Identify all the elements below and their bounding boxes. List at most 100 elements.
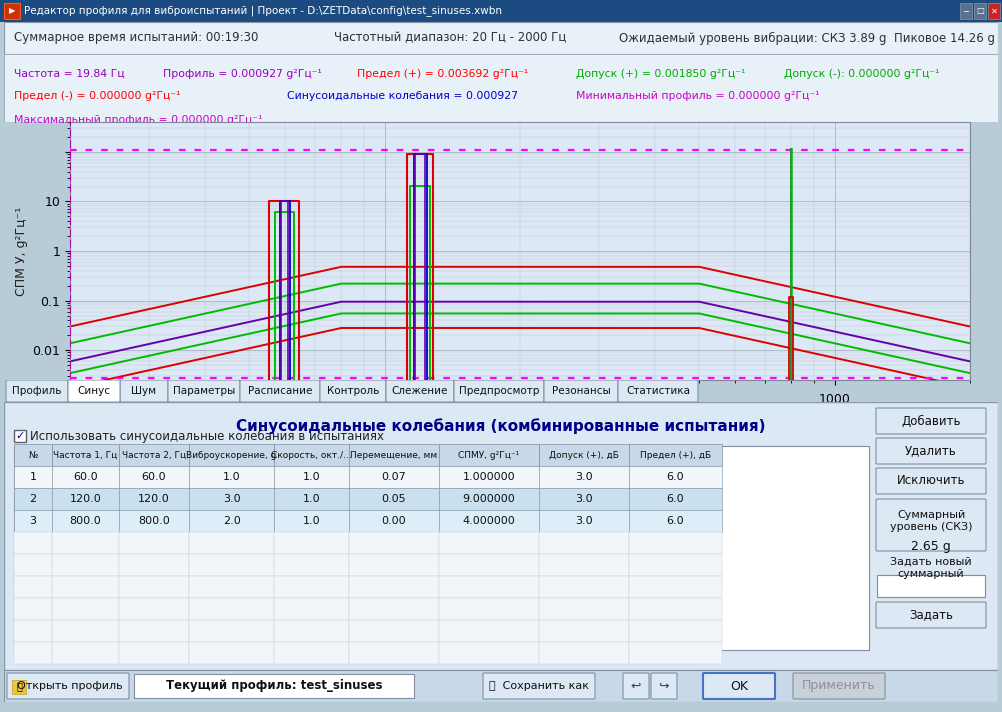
Text: Открыть профиль: Открыть профиль (17, 681, 123, 691)
Bar (119, 510, 189, 532)
Text: Минимальный профиль = 0.000000 g²Гц⁻¹: Минимальный профиль = 0.000000 g²Гц⁻¹ (575, 91, 819, 101)
Bar (439, 642, 539, 664)
X-axis label: Частота, Гц: Частота, Гц (477, 404, 563, 418)
Bar (349, 444, 439, 466)
Bar (274, 642, 349, 664)
Bar (539, 576, 629, 598)
Bar (349, 532, 439, 554)
Text: 100: 100 (373, 392, 397, 406)
Bar (119, 532, 189, 554)
Bar (877, 575, 985, 597)
Text: OK: OK (730, 679, 748, 693)
Bar (274, 620, 349, 642)
Bar (439, 598, 539, 620)
Text: □: □ (976, 6, 984, 16)
Bar (134, 674, 414, 698)
Bar (14, 620, 52, 642)
Text: Предел (+), дБ: Предел (+), дБ (640, 451, 711, 459)
Bar (629, 510, 722, 532)
Text: ↪: ↪ (658, 679, 669, 693)
Bar (629, 598, 722, 620)
Text: 3.0: 3.0 (575, 494, 593, 504)
Text: 800.0: 800.0 (138, 516, 170, 526)
Bar (119, 576, 189, 598)
Text: Параметры: Параметры (173, 386, 235, 396)
FancyBboxPatch shape (68, 380, 120, 402)
Text: Допуск (+) = 0.001850 g²Гц⁻¹: Допуск (+) = 0.001850 g²Гц⁻¹ (575, 69, 744, 79)
Bar (189, 576, 274, 598)
FancyBboxPatch shape (240, 380, 320, 402)
FancyBboxPatch shape (618, 380, 698, 402)
Bar (189, 598, 274, 620)
Text: Ожидаемый уровень вибрации: СКЗ 3.89 g  Пиковое 14.26 g: Ожидаемый уровень вибрации: СКЗ 3.89 g П… (619, 31, 995, 45)
Text: Статистика: Статистика (626, 386, 690, 396)
Bar (349, 598, 439, 620)
FancyBboxPatch shape (876, 602, 986, 628)
Text: Синусоидальные колебания (комбинированные испытания): Синусоидальные колебания (комбинированны… (236, 418, 766, 434)
Text: Шум: Шум (131, 386, 156, 396)
Bar (988, 3, 1000, 19)
Bar (189, 488, 274, 510)
Bar (539, 510, 629, 532)
Text: 🖫  Сохранить как: 🖫 Сохранить как (489, 681, 589, 691)
Bar (539, 466, 629, 488)
Text: 120.0: 120.0 (69, 494, 101, 504)
Text: Профиль = 0.000927 g²Гц⁻¹: Профиль = 0.000927 g²Гц⁻¹ (163, 69, 322, 79)
Bar (52, 488, 119, 510)
Text: Добавить: Добавить (901, 414, 961, 427)
Text: Слежение: Слежение (392, 386, 448, 396)
Text: Синус: Синус (77, 386, 110, 396)
FancyBboxPatch shape (876, 468, 986, 494)
Text: 1000: 1000 (819, 392, 851, 406)
Text: Предел (-) = 0.000000 g²Гц⁻¹: Предел (-) = 0.000000 g²Гц⁻¹ (14, 91, 180, 101)
FancyBboxPatch shape (876, 408, 986, 434)
Text: ↩: ↩ (630, 679, 641, 693)
Text: 2: 2 (29, 494, 36, 504)
Bar (14, 466, 52, 488)
Bar (439, 466, 539, 488)
Text: Перемещение, мм: Перемещение, мм (351, 451, 438, 459)
Text: Профиль: Профиль (12, 386, 62, 396)
Bar (539, 554, 629, 576)
Bar (14, 642, 52, 664)
Bar (629, 576, 722, 598)
Text: ✓: ✓ (15, 431, 25, 441)
Text: Исключить: Исключить (897, 474, 965, 488)
Text: Редактор профиля для виброиспытаний | Проект - D:\ZETData\config\test_sinuses.xw: Редактор профиля для виброиспытаний | Пр… (24, 6, 502, 16)
Text: ─: ─ (964, 6, 969, 16)
Text: 120.0: 120.0 (138, 494, 170, 504)
Text: Текущий профиль: test_sinuses: Текущий профиль: test_sinuses (165, 679, 382, 693)
Text: Резонансы: Резонансы (552, 386, 610, 396)
Bar (274, 444, 349, 466)
Bar (52, 510, 119, 532)
Text: 800.0: 800.0 (69, 516, 101, 526)
Bar (52, 598, 119, 620)
Text: Скорость, окт./...: Скорость, окт./... (272, 451, 352, 459)
Bar (439, 554, 539, 576)
Text: 0.00: 0.00 (382, 516, 407, 526)
Bar (629, 532, 722, 554)
Bar (629, 444, 722, 466)
Bar (14, 598, 52, 620)
Text: 1.0: 1.0 (303, 472, 321, 482)
Text: 2.65 g: 2.65 g (911, 540, 951, 553)
Bar (14, 430, 26, 442)
Bar (14, 444, 52, 466)
Bar (119, 444, 189, 466)
Bar (960, 3, 972, 19)
Text: Расписание: Расписание (247, 386, 313, 396)
Bar (274, 554, 349, 576)
Bar (52, 466, 119, 488)
Bar (189, 620, 274, 642)
Text: 9.000000: 9.000000 (463, 494, 515, 504)
Bar (439, 620, 539, 642)
Bar (539, 620, 629, 642)
Bar (14, 446, 869, 650)
Bar (189, 554, 274, 576)
Text: Допуск (+), дБ: Допуск (+), дБ (549, 451, 619, 459)
Text: 3.0: 3.0 (575, 472, 593, 482)
FancyBboxPatch shape (454, 380, 544, 402)
Bar (274, 576, 349, 598)
Bar (189, 510, 274, 532)
FancyBboxPatch shape (876, 438, 986, 464)
